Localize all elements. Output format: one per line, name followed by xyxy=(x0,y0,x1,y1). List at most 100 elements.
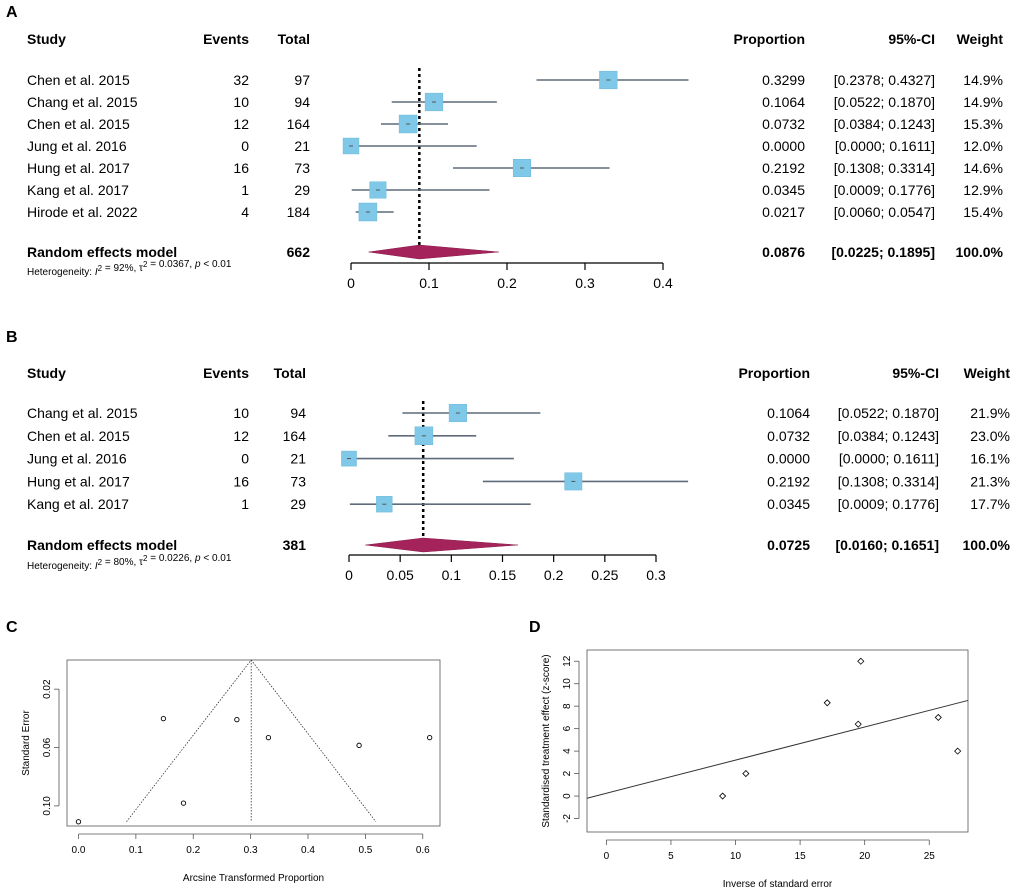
study-proportion: 0.0732 xyxy=(762,116,805,132)
study-events: 4 xyxy=(241,204,249,220)
summary-ci: [0.0160; 0.1651] xyxy=(835,537,939,553)
study-proportion: 0.1064 xyxy=(762,94,805,110)
y-tick-label: -2 xyxy=(562,814,573,823)
x-axis-title: Inverse of standard error xyxy=(723,879,833,888)
header-proportion: Proportion xyxy=(738,365,810,381)
header-proportion: Proportion xyxy=(733,31,805,47)
x-tick-label: 0 xyxy=(345,567,353,583)
study-total: 97 xyxy=(294,72,310,88)
study-total: 164 xyxy=(287,116,311,132)
study-point xyxy=(356,742,362,748)
study-label: Kang et al. 2017 xyxy=(27,182,129,198)
x-tick-label: 0.2 xyxy=(544,567,564,583)
y-tick-label: 0.10 xyxy=(42,796,53,816)
study-weight: 14.9% xyxy=(963,72,1003,88)
study-point xyxy=(742,770,750,778)
study-point xyxy=(954,747,962,755)
study-label: Chen et al. 2015 xyxy=(27,72,130,88)
x-axis-title: Arcsine Transformed Proportion xyxy=(183,873,324,884)
study-point xyxy=(75,819,82,825)
x-tick-label: 5 xyxy=(668,851,674,862)
study-weight: 23.0% xyxy=(970,428,1010,444)
panel-label-a: A xyxy=(6,4,18,21)
header-total: Total xyxy=(274,365,306,381)
x-tick-label: 0.4 xyxy=(653,275,673,291)
x-tick-label: 0.4 xyxy=(301,845,315,856)
study-events: 1 xyxy=(241,496,249,512)
x-tick-label: 0.1 xyxy=(129,845,143,856)
panel-label-c: C xyxy=(6,619,18,636)
study-label: Hung et al. 2017 xyxy=(27,160,130,176)
study-events: 10 xyxy=(233,405,249,421)
y-tick-label: 12 xyxy=(562,655,573,667)
study-ci: [0.2378; 0.4327] xyxy=(834,72,935,88)
x-tick-label: 0.3 xyxy=(244,845,258,856)
study-weight: 14.9% xyxy=(963,94,1003,110)
summary-label: Random effects model xyxy=(27,537,177,553)
study-total: 94 xyxy=(294,94,310,110)
study-weight: 12.0% xyxy=(963,138,1003,154)
study-ci: [0.0000; 0.1611] xyxy=(835,138,935,154)
x-tick-label: 0 xyxy=(604,851,610,862)
header-events: Events xyxy=(203,31,249,47)
study-events: 10 xyxy=(233,94,249,110)
study-total: 164 xyxy=(283,428,307,444)
study-total: 21 xyxy=(294,138,310,154)
study-weight: 17.7% xyxy=(970,496,1010,512)
summary-total: 381 xyxy=(283,537,307,553)
summary-weight: 100.0% xyxy=(956,244,1004,260)
x-tick-label: 15 xyxy=(795,851,807,862)
x-tick-label: 0.1 xyxy=(419,275,439,291)
study-events: 12 xyxy=(233,428,249,444)
study-point xyxy=(719,792,727,800)
study-weight: 12.9% xyxy=(963,182,1003,198)
study-proportion: 0.0345 xyxy=(762,182,805,198)
study-ci: [0.0522; 0.1870] xyxy=(838,405,939,421)
study-point xyxy=(160,715,167,722)
study-label: Jung et al. 2016 xyxy=(27,451,127,467)
y-tick-label: 4 xyxy=(562,748,573,754)
y-tick-label: 0 xyxy=(562,793,573,799)
summary-diamond xyxy=(368,244,499,260)
heterogeneity-text: Heterogeneity: I2 = 92%, τ2 = 0.0367, p … xyxy=(27,259,232,278)
header-ci: 95%-CI xyxy=(888,31,935,47)
y-tick-label: 8 xyxy=(562,703,573,709)
study-point xyxy=(823,699,831,707)
summary-proportion: 0.0725 xyxy=(767,537,810,553)
study-events: 12 xyxy=(233,116,249,132)
study-ci: [0.0009; 0.1776] xyxy=(838,496,939,512)
study-proportion: 0.1064 xyxy=(767,405,810,421)
study-point xyxy=(234,717,240,723)
study-ci: [0.0384; 0.1243] xyxy=(838,428,939,444)
plot-frame xyxy=(66,659,441,827)
x-tick-label: 25 xyxy=(924,851,936,862)
study-label: Jung et al. 2016 xyxy=(27,138,127,154)
y-tick-label: 2 xyxy=(562,770,573,776)
x-tick-label: 0.0 xyxy=(72,845,86,856)
x-tick-label: 0.3 xyxy=(575,275,595,291)
study-events: 16 xyxy=(233,473,249,489)
study-proportion: 0.0000 xyxy=(762,138,805,154)
study-total: 184 xyxy=(287,204,311,220)
header-ci: 95%-CI xyxy=(892,365,939,381)
plot-frame xyxy=(586,649,969,833)
y-axis-title: Standardised treatment effect (z-score) xyxy=(541,654,552,827)
heterogeneity-text: Heterogeneity: I2 = 80%, τ2 = 0.0226, p … xyxy=(27,553,232,572)
summary-weight: 100.0% xyxy=(963,537,1011,553)
study-label: Chen et al. 2015 xyxy=(27,428,130,444)
study-point xyxy=(180,800,187,806)
header-study: Study xyxy=(27,365,66,381)
study-point xyxy=(934,713,942,721)
study-proportion: 0.2192 xyxy=(767,473,810,489)
study-proportion: 0.0345 xyxy=(767,496,810,512)
study-ci: [0.0060; 0.0547] xyxy=(834,204,935,220)
summary-diamond xyxy=(365,537,518,553)
x-tick-label: 0.5 xyxy=(358,845,372,856)
study-total: 21 xyxy=(290,451,306,467)
y-axis-title: Standard Error xyxy=(21,710,32,776)
study-label: Chen et al. 2015 xyxy=(27,116,130,132)
x-tick-label: 0.6 xyxy=(416,845,430,856)
study-weight: 15.4% xyxy=(963,204,1003,220)
x-tick-label: 0.25 xyxy=(591,567,618,583)
